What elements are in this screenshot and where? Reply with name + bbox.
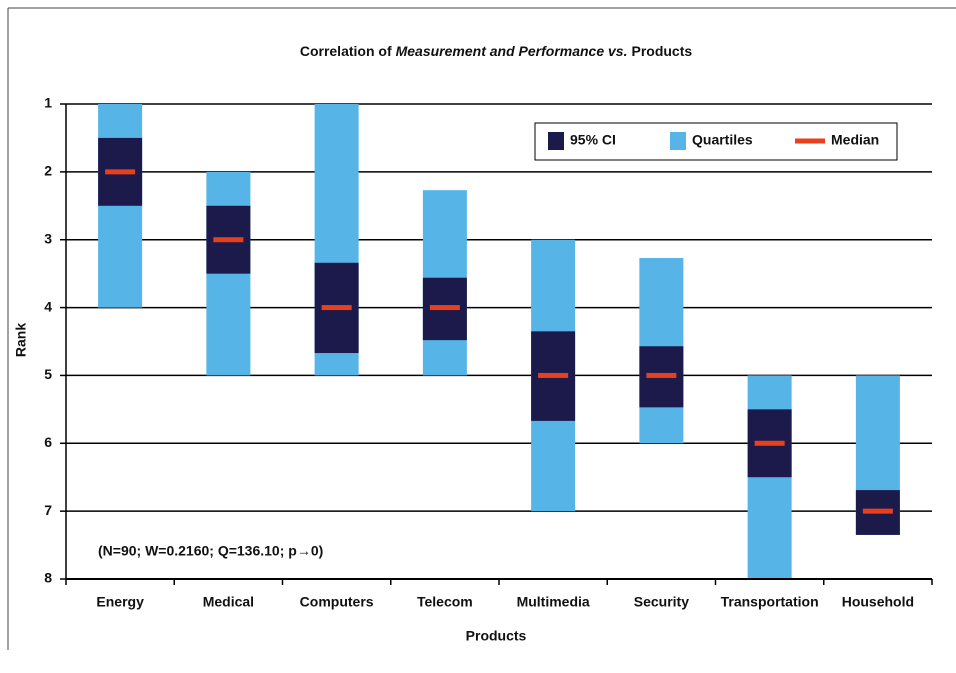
quartile-box — [206, 171, 251, 376]
legend-label: Median — [831, 132, 879, 148]
x-tick-label: Computers — [300, 594, 374, 610]
y-tick-label: 4 — [44, 298, 52, 314]
chart-title: Correlation of Measurement and Performanc… — [300, 43, 693, 59]
title-part: Products — [631, 43, 692, 59]
median-mark — [646, 372, 677, 378]
x-tick-label: Telecom — [417, 594, 473, 610]
median-mark — [429, 305, 460, 311]
median-mark — [105, 169, 136, 175]
title-part: Measurement and Performance vs. — [396, 43, 628, 59]
x-axis-label: Products — [466, 628, 527, 644]
median-mark — [321, 305, 352, 311]
x-tick-label: Multimedia — [517, 594, 590, 610]
y-tick-label: 1 — [44, 95, 52, 111]
legend-swatch — [795, 138, 825, 144]
y-tick-label: 7 — [44, 502, 52, 518]
median-mark — [538, 372, 569, 378]
y-tick-label: 6 — [44, 434, 52, 450]
median-mark — [862, 508, 893, 514]
median-mark — [213, 237, 244, 243]
y-axis-label: Rank — [13, 323, 29, 357]
median-mark — [754, 440, 785, 446]
x-tick-label: Security — [634, 594, 689, 610]
y-tick-label: 5 — [44, 366, 52, 382]
annotation: (N=90; W=0.2160; Q=136.10; p→0) — [98, 543, 323, 559]
y-tick-label: 2 — [44, 163, 52, 179]
x-tick-label: Transportation — [721, 594, 819, 610]
legend: 95% CI Quartiles Median — [534, 122, 898, 161]
legend-swatch — [548, 132, 564, 150]
legend-swatch — [670, 132, 686, 150]
legend-box — [534, 122, 898, 161]
x-tick-label: Household — [842, 594, 914, 610]
y-tick-label: 8 — [44, 570, 52, 586]
y-tick-label: 3 — [44, 230, 52, 246]
title-part: Correlation of — [300, 43, 392, 59]
x-tick-label: Energy — [96, 594, 144, 610]
x-tick-label: Medical — [203, 594, 254, 610]
legend-label: 95% CI — [570, 132, 616, 148]
legend-label: Quartiles — [692, 132, 753, 148]
